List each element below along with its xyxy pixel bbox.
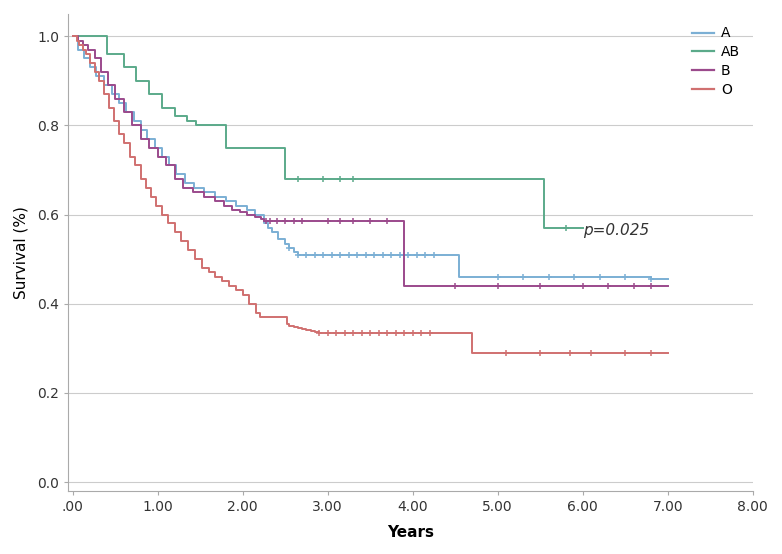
Text: p=0.025: p=0.025 (583, 223, 649, 238)
Y-axis label: Survival (%): Survival (%) (14, 206, 29, 299)
Legend: A, AB, B, O: A, AB, B, O (687, 21, 746, 102)
X-axis label: Years: Years (387, 525, 434, 540)
